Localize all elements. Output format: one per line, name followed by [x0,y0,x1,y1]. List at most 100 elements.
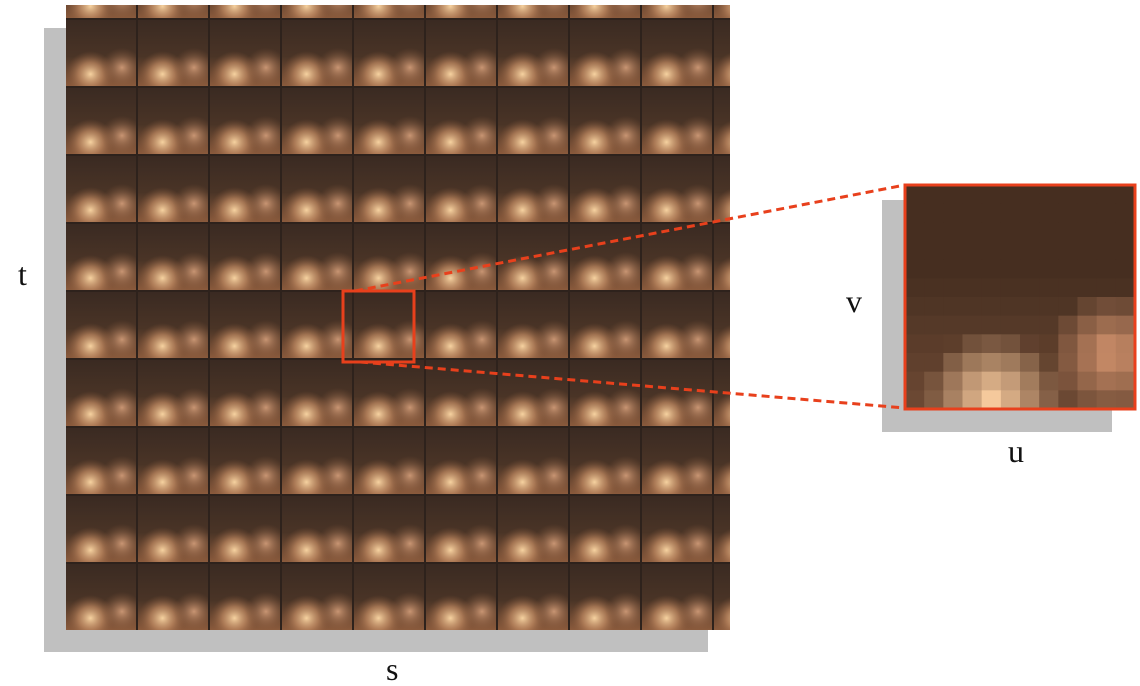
zoom-pixel [905,278,925,297]
tile-highlight [426,428,496,494]
tile-highlight [498,156,568,222]
zoom-pixel [963,390,983,409]
zoom-pixel [1001,185,1021,204]
zoom-pixel [1020,185,1040,204]
zoom-pixel [982,297,1002,316]
zoom-pixel [1116,185,1136,204]
zoom-pixel [1058,241,1078,260]
zoom-pixel [1058,204,1078,223]
tile-highlight [426,0,496,18]
zoom-pixel [1078,372,1098,391]
tile-highlight [210,564,280,630]
zoom-pixel [1020,278,1040,297]
tile-highlight [66,360,136,426]
zoom-pixel [943,185,963,204]
tile-highlight [642,360,712,426]
tile-highlight [66,0,136,18]
tile-highlight [138,156,208,222]
tile-highlight [210,0,280,18]
tile-highlight [714,224,784,290]
zoom-pixel [1039,204,1059,223]
zoom-pixel [1116,297,1136,316]
zoom-pixel [1097,241,1117,260]
tile-highlight [210,292,280,358]
zoom-pixel [1020,297,1040,316]
zoom-pixel [1058,278,1078,297]
tile-highlight [354,496,424,562]
tile-highlight [714,0,784,18]
zoom-pixel [1001,353,1021,372]
tile-highlight [210,496,280,562]
zoom-pixel [1001,222,1021,241]
zoom-pixel [943,316,963,335]
zoom-pixel [1001,334,1021,353]
tile-highlight [498,428,568,494]
tile-highlight [210,360,280,426]
zoom-pixel [924,334,944,353]
zoom-pixel [963,222,983,241]
tile-highlight [714,156,784,222]
zoom-pixel [1078,353,1098,372]
tile-highlight [354,0,424,18]
tile-highlight [210,224,280,290]
tile-highlight [426,224,496,290]
zoom-pixel [943,222,963,241]
tile-highlight [498,88,568,154]
tile-highlight [498,20,568,86]
zoom-pixel [1116,334,1136,353]
zoom-pixel [1020,222,1040,241]
zoom-pixel [1039,241,1059,260]
zoom-pixel [943,353,963,372]
tile-highlight [498,564,568,630]
zoom-pixel [1116,316,1136,335]
zoom-pixel [924,353,944,372]
zoom-pixel [1039,316,1059,335]
zoom-pixel [905,222,925,241]
zoom-pixel [1078,316,1098,335]
zoom-pixel [982,353,1002,372]
zoom-pixel [1020,241,1040,260]
zoom-pixel [1039,353,1059,372]
tile-highlight [282,496,352,562]
zoom-pixel [1078,278,1098,297]
tile-highlight [714,20,784,86]
tile-highlight [66,88,136,154]
zoom-pixel [924,316,944,335]
zoom-pixel [924,278,944,297]
zoom-pixel [1001,297,1021,316]
tile-highlight [570,20,640,86]
t-axis-label: t [18,256,27,292]
zoom-pixel [982,260,1002,279]
tile-highlight [66,292,136,358]
tile-highlight [138,292,208,358]
zoom-pixel [1058,297,1078,316]
zoom-pixel [1058,260,1078,279]
tile-highlight [570,88,640,154]
zoom-pixel [924,390,944,409]
zoom-pixel [905,334,925,353]
zoom-pixel [943,278,963,297]
tile-highlight [282,88,352,154]
zoom-pixel [963,353,983,372]
zoom-pixel [1097,260,1117,279]
zoom-pixel [1020,204,1040,223]
zoom-pixel [1116,278,1136,297]
zoom-pixel [963,241,983,260]
zoom-pixel [924,222,944,241]
tile-highlight [210,88,280,154]
tile-highlight [498,292,568,358]
zoom-pixel [943,390,963,409]
tile-highlight [282,20,352,86]
tile-highlight [282,0,352,18]
zoom-pixel [982,241,1002,260]
tile-highlight [642,564,712,630]
zoom-pixel [1039,297,1059,316]
zoom-pixel [1078,297,1098,316]
u-axis-label: u [1008,433,1024,469]
zoom-pixel [982,278,1002,297]
zoom-pixel [943,204,963,223]
zoom-pixel [1097,334,1117,353]
zoom-pixel [905,185,925,204]
zoom-pixel [1078,222,1098,241]
zoom-pixel [905,297,925,316]
